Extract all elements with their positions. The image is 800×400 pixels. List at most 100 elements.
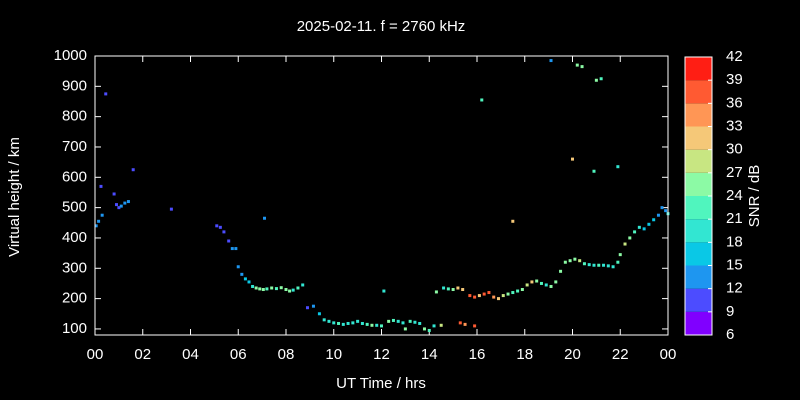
data-point — [559, 269, 563, 273]
data-point — [606, 264, 610, 268]
data-point — [413, 320, 417, 324]
data-point — [563, 260, 567, 264]
data-point — [616, 260, 620, 264]
data-point — [380, 324, 383, 328]
colorbar-band — [685, 311, 712, 335]
data-point — [94, 224, 98, 228]
chart-title: 2025-02-11. f = 2760 kHz — [297, 18, 466, 35]
data-point — [387, 319, 391, 323]
colorbar-tick-label: 42 — [726, 48, 743, 65]
data-point — [578, 259, 582, 263]
data-point — [599, 77, 603, 81]
x-tick-label: 12 — [373, 346, 390, 363]
colorbar-tick-label: 18 — [726, 233, 743, 250]
data-point — [660, 206, 664, 210]
data-point — [580, 65, 584, 69]
data-point — [468, 294, 472, 298]
data-point — [370, 323, 374, 327]
data-point — [592, 169, 596, 173]
data-point — [119, 204, 123, 208]
y-tick-label: 200 — [62, 290, 87, 307]
colorbar-band — [685, 80, 712, 104]
data-point — [360, 321, 364, 325]
data-point — [463, 322, 467, 326]
x-tick-label: 06 — [230, 346, 247, 363]
y-tick-label: 700 — [62, 138, 87, 155]
data-point — [554, 280, 558, 284]
data-point — [647, 222, 651, 226]
data-point — [247, 280, 251, 284]
data-point — [126, 200, 130, 204]
data-point — [575, 63, 579, 67]
data-point — [642, 227, 646, 231]
data-point — [261, 288, 265, 292]
data-point — [571, 157, 574, 161]
data-point — [461, 288, 465, 292]
colorbar-band — [685, 103, 712, 127]
plot-frame — [94, 55, 669, 336]
data-point — [594, 78, 598, 82]
colorbar-tick-label: 21 — [726, 210, 743, 227]
data-point — [549, 59, 553, 63]
data-point — [117, 206, 121, 210]
data-point — [501, 294, 505, 298]
data-point — [473, 295, 477, 299]
data-point — [408, 319, 412, 323]
y-axis-label: Virtual height / km — [6, 137, 23, 257]
colorbar-band — [685, 172, 712, 196]
y-tick-label: 500 — [62, 199, 87, 216]
y-tick-label: 400 — [62, 229, 87, 246]
data-point — [520, 288, 524, 292]
data-point — [322, 318, 326, 322]
data-point — [458, 321, 462, 325]
data-point — [539, 281, 543, 285]
data-point — [525, 283, 529, 287]
data-point — [274, 287, 278, 291]
x-tick-label: 08 — [278, 346, 295, 363]
data-point — [391, 318, 395, 322]
data-point — [218, 225, 222, 229]
data-point — [131, 168, 135, 172]
colorbar-tick-label: 12 — [726, 280, 743, 297]
colorbar-tick-label: 6 — [726, 326, 734, 343]
data-point — [270, 286, 274, 290]
data-point — [234, 247, 238, 251]
data-point — [535, 279, 539, 283]
data-point — [487, 291, 491, 295]
data-point — [633, 230, 637, 234]
data-point — [356, 319, 360, 323]
y-tick-label: 800 — [62, 108, 87, 125]
data-point — [442, 286, 446, 290]
x-tick-label: 16 — [469, 346, 486, 363]
x-axis-label: UT Time / hrs — [336, 375, 426, 392]
data-point — [403, 327, 407, 331]
data-point — [482, 292, 486, 296]
data-point — [301, 283, 305, 287]
colorbar-tick-label: 24 — [726, 187, 743, 204]
data-point — [602, 263, 606, 267]
data-point — [317, 312, 321, 316]
data-point — [305, 306, 309, 310]
colorbar-tick-label: 36 — [726, 94, 743, 111]
data-point — [263, 216, 267, 220]
data-point — [506, 292, 510, 296]
colorbar-band — [685, 126, 712, 150]
data-point — [496, 297, 500, 301]
data-point — [432, 324, 436, 328]
data-point — [365, 322, 369, 326]
data-point — [652, 218, 656, 222]
x-tick-label: 22 — [612, 346, 629, 363]
data-point — [284, 288, 288, 292]
data-point — [236, 265, 240, 269]
colorbar-tick-label: 33 — [726, 117, 743, 134]
data-point — [337, 321, 341, 325]
colorbar-band — [685, 242, 712, 266]
x-tick-label: 00 — [87, 346, 104, 363]
x-tick-label: 10 — [325, 346, 342, 363]
data-point — [611, 265, 615, 269]
data-point — [587, 263, 591, 267]
data-point — [401, 321, 405, 325]
data-point — [637, 225, 641, 229]
colorbar-band — [685, 57, 712, 81]
data-point — [544, 283, 548, 287]
